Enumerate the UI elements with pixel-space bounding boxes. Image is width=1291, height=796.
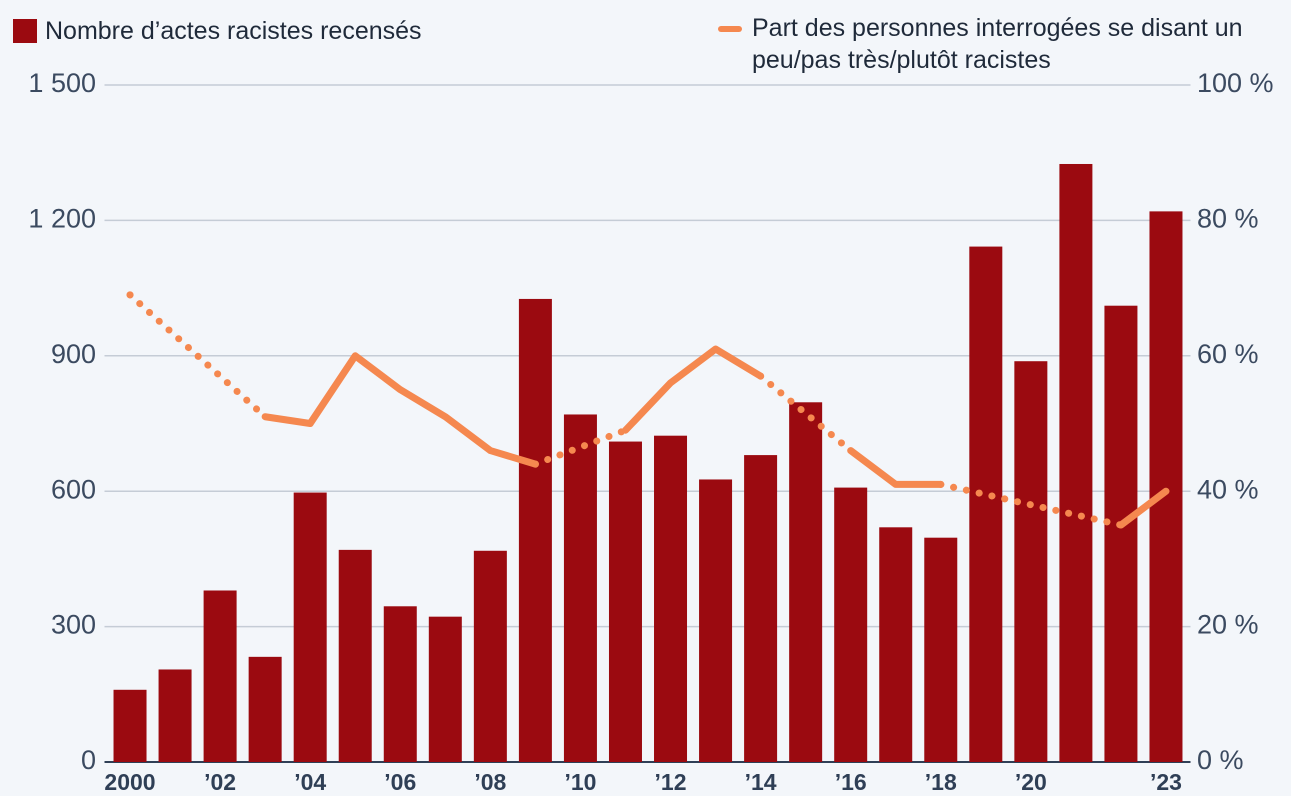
y-tick-label: 0	[81, 745, 96, 775]
bar	[158, 669, 192, 762]
y2-tick-label: 100 %	[1197, 68, 1274, 98]
line-point	[126, 291, 134, 299]
legend-line: Part des personnes interrogées se disant…	[718, 12, 1291, 76]
bar	[563, 414, 597, 762]
bar	[1059, 163, 1093, 762]
bar	[338, 549, 372, 762]
line-series	[847, 447, 945, 488]
line-gap	[126, 291, 269, 421]
x-tick-label: ’08	[474, 769, 506, 795]
y2-tick-label: 20 %	[1197, 610, 1259, 640]
bar	[1149, 211, 1183, 762]
bar	[518, 298, 552, 762]
line-gap	[531, 426, 629, 468]
x-tick-label: ’16	[835, 769, 867, 795]
bar	[879, 527, 913, 762]
bar	[473, 550, 507, 762]
y-tick-label: 900	[51, 339, 96, 369]
y2-tick-label: 60 %	[1197, 339, 1259, 369]
bar	[608, 441, 642, 762]
line-series	[1117, 487, 1170, 529]
x-tick-label: ’06	[384, 769, 416, 795]
bar	[1014, 361, 1048, 762]
x-tick-label: ’23	[1150, 769, 1182, 795]
bar	[834, 487, 868, 762]
bar	[113, 689, 147, 762]
line-series	[621, 345, 765, 434]
bar	[969, 246, 1003, 762]
legend-label: Part des personnes interrogées se disant…	[752, 14, 1243, 74]
legend-swatch	[718, 26, 742, 32]
bar	[1104, 305, 1138, 762]
bar	[654, 435, 688, 762]
y-tick-label: 1 200	[28, 204, 96, 234]
line-gap	[937, 480, 1125, 529]
bar	[383, 606, 417, 762]
x-tick-label: ’10	[564, 769, 596, 795]
x-tick-label: ’02	[204, 769, 236, 795]
x-tick-label: ’04	[294, 769, 326, 795]
x-tick-label: ’18	[925, 769, 957, 795]
bar	[789, 402, 823, 762]
x-tick-label: ’20	[1015, 769, 1047, 795]
bar	[248, 656, 282, 762]
bar	[203, 590, 237, 762]
legend-bar: Nombre d’actes racistes recensés	[13, 15, 422, 47]
legend-label: Nombre d’actes racistes recensés	[45, 17, 422, 45]
bar	[744, 455, 778, 762]
bar	[428, 616, 462, 762]
y2-tick-label: 40 %	[1197, 474, 1259, 504]
y2-tick-label: 0 %	[1197, 745, 1244, 775]
y-tick-label: 300	[51, 610, 96, 640]
y-tick-label: 1 500	[28, 68, 96, 98]
bar	[699, 479, 733, 762]
y2-tick-label: 80 %	[1197, 204, 1259, 234]
x-tick-label: 2000	[104, 769, 155, 795]
y-tick-label: 600	[51, 474, 96, 504]
legend-swatch	[13, 19, 37, 43]
line-series	[261, 352, 539, 468]
bar	[293, 492, 327, 762]
x-tick-label: ’12	[655, 769, 687, 795]
bar	[924, 537, 958, 762]
x-tick-label: ’14	[745, 769, 777, 795]
